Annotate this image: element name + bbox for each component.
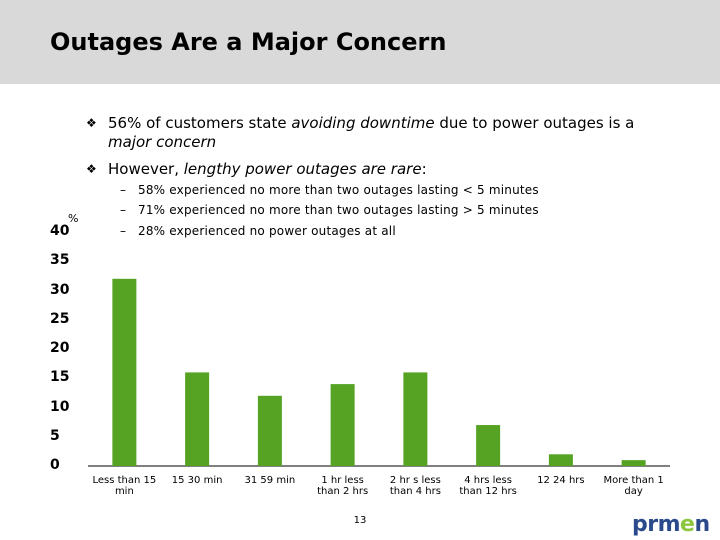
subbullet-2-text: 71% experienced no more than two outages… <box>138 203 539 217</box>
bullet-1-emphasis: avoiding downtime <box>291 114 435 132</box>
y-tick-label: 10 <box>50 398 70 415</box>
x-tick-label: 1 hr less than 2 hrs <box>317 475 369 497</box>
bar <box>403 372 428 466</box>
x-tick-label: 4 hrs less than 12 hrs <box>459 475 517 497</box>
x-tick-label: 15 30 min <box>171 475 223 486</box>
bullet-2-text-end: : <box>421 160 427 178</box>
slide-title: Outages Are a Major Concern <box>50 28 447 56</box>
prmen-logo: prmen <box>632 512 710 537</box>
subbullet-1: –58% experienced no more than two outage… <box>120 183 539 197</box>
bar <box>548 454 573 466</box>
x-tick-label: 2 hr s less than 4 hrs <box>389 475 441 497</box>
x-tick-label: Less than 15 min <box>92 475 157 497</box>
y-tick-label: 5 <box>50 427 60 444</box>
x-tick-label: More than 1 day <box>603 475 664 497</box>
subbullet-1-text: 58% experienced no more than two outages… <box>138 183 539 197</box>
bar <box>476 425 501 466</box>
subbullet-2: –71% experienced no more than two outage… <box>120 203 539 217</box>
bar <box>330 384 355 466</box>
x-tick-label: 31 59 min <box>244 475 296 486</box>
y-tick-label: 20 <box>50 340 70 356</box>
x-tick-label: 12 24 hrs <box>537 475 585 486</box>
subbullet-3-text: 28% experienced no power outages at all <box>138 224 396 238</box>
y-tick-label: 0 <box>50 457 60 473</box>
title-bar <box>0 0 720 84</box>
bar <box>257 395 282 466</box>
bullet-1-line2: major concern <box>108 133 217 151</box>
bullet-1-text-end: due to power outages is a <box>434 114 635 132</box>
y-tick-label: 35 <box>50 252 70 269</box>
y-tick-label: 15 <box>50 369 70 386</box>
bullet-icon: ❖ <box>86 116 97 130</box>
y-tick-label: 30 <box>50 281 70 298</box>
bullet-icon: ❖ <box>86 162 97 176</box>
y-tick-label: 40 <box>50 223 70 239</box>
subbullet-3: –28% experienced no power outages at all <box>120 224 396 238</box>
y-axis-unit: % <box>68 212 79 225</box>
page-number: 13 <box>353 515 367 526</box>
bar <box>112 278 137 466</box>
bar <box>185 372 210 466</box>
bullet-2-emphasis: lengthy power outages are rare <box>183 160 422 178</box>
y-tick-label: 25 <box>50 310 70 327</box>
bullet-2-text: However, <box>108 160 184 178</box>
bullet-1-text: 56% of customers state <box>108 114 292 132</box>
bar <box>621 460 646 466</box>
